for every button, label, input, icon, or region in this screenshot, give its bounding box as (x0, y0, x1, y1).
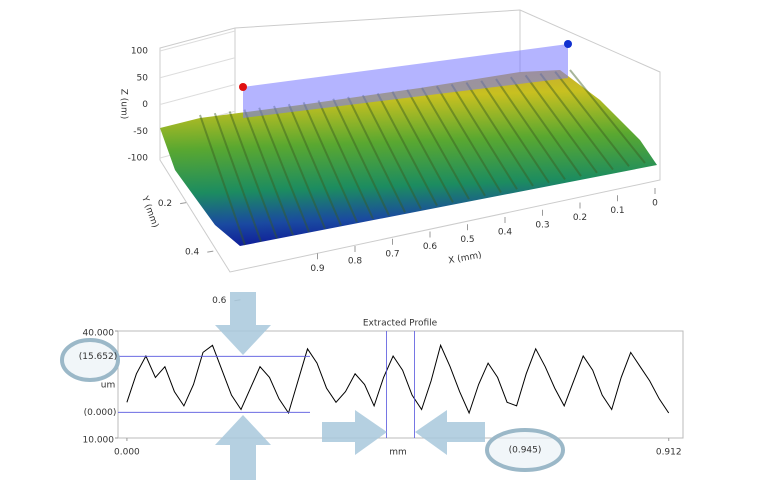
surface-ridges (199, 69, 646, 246)
z-grid-line (159, 57, 236, 79)
ridge (406, 89, 470, 200)
surface (160, 70, 657, 246)
cut-start (239, 83, 247, 91)
arrow-down (215, 292, 271, 355)
ridge (302, 101, 358, 223)
box-outline (159, 9, 661, 273)
ridge (273, 105, 326, 229)
arrows (215, 292, 485, 480)
ridge (317, 100, 374, 220)
h-cursor-label: (15.652) (79, 352, 118, 362)
cursor-labels: (15.652) (0.000) (0.945) (79, 352, 542, 456)
y-tick-label: 10.000 (83, 436, 115, 446)
ridge (376, 92, 438, 207)
cut-plane (243, 44, 568, 118)
y-tick-label: 0.2 (158, 199, 172, 209)
ridge (450, 83, 518, 190)
ridge (213, 112, 262, 243)
x-tick-label: 0.7 (385, 249, 399, 259)
x-tick-label: 0.4 (498, 228, 513, 238)
plot-frame (117, 330, 684, 439)
ridge (332, 98, 390, 216)
ridge (554, 71, 630, 167)
arrow-right (322, 410, 387, 455)
ridge (243, 109, 294, 236)
ridge (524, 74, 598, 174)
y-tick-label: 0.4 (185, 248, 200, 258)
y-tick (207, 250, 214, 253)
x-tick-label: 0.3 (535, 220, 549, 230)
x-tick-label: 0.912 (656, 448, 682, 458)
ridge (199, 114, 246, 246)
ridge (539, 72, 614, 171)
y-tick-label: 40.000 (83, 329, 115, 339)
profile-chart: Extracted Profile 40.000 10.000 0.000 0.912 u… (83, 319, 684, 458)
x-tick-label: 0.9 (310, 264, 325, 274)
x-axis-label: X (mm) (448, 251, 483, 267)
ridge (569, 69, 646, 164)
z-tick-label: 100 (131, 47, 148, 57)
z-tick-label: -50 (133, 127, 148, 137)
z-axis-label: Z (um) (119, 89, 129, 120)
cut-end (564, 40, 572, 48)
v-cursor-label: (0.945) (509, 446, 542, 456)
x-tick-label: 0.000 (114, 448, 140, 458)
z-tick-label: -100 (128, 154, 149, 164)
ridge (391, 91, 454, 203)
ridge (465, 82, 534, 187)
ridge (435, 85, 502, 194)
z-grid-line (159, 30, 236, 52)
ridge (258, 107, 310, 233)
ridge (361, 94, 422, 210)
x-tick-label: 0.2 (573, 213, 587, 223)
z-tick-label: 0 (142, 100, 148, 110)
x-tick-label: 0.5 (460, 235, 474, 245)
chart-title: Extracted Profile (363, 319, 438, 329)
arrow-left (415, 410, 485, 455)
y-axis-label: um (101, 381, 115, 391)
ridge (287, 103, 342, 226)
x-axis-label: mm (389, 448, 407, 458)
z-grid-line (159, 84, 236, 105)
ridge (228, 111, 278, 239)
h-cursor-label: (0.000) (84, 408, 117, 418)
x-tick-label: 0 (652, 199, 658, 209)
ridge (495, 78, 566, 180)
highlight-oval (485, 428, 565, 472)
y-tick-label: 0.6 (212, 296, 227, 306)
x-tick-label: 0.1 (610, 206, 624, 216)
y-tick (180, 202, 187, 205)
x-tick-label: 0.6 (423, 242, 438, 252)
arrow-up (215, 415, 271, 480)
ridge (347, 96, 406, 213)
y-axis-label: Y (mm) (139, 194, 160, 229)
ridge (421, 87, 486, 197)
z-tick-label: 50 (137, 73, 149, 83)
ridge (480, 80, 550, 184)
highlight-oval (60, 338, 120, 382)
x-tick-label: 0.8 (348, 257, 363, 267)
profile-line (126, 343, 670, 415)
ridge (509, 76, 582, 177)
